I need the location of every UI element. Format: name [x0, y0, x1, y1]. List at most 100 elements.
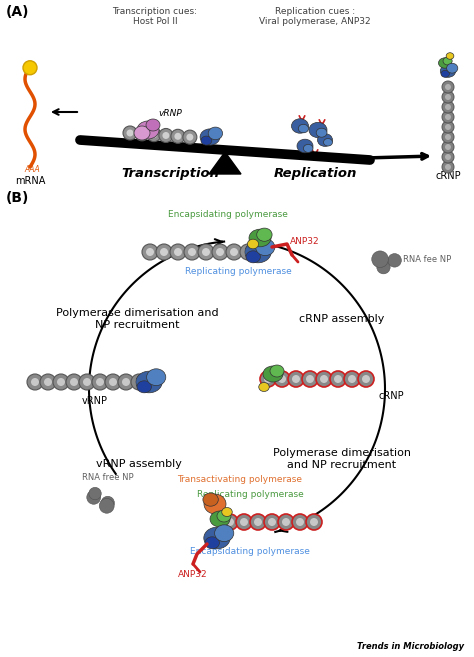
Text: Replication cues :
Viral polymerase, ANP32: Replication cues : Viral polymerase, ANP…	[259, 7, 371, 26]
Text: ANP32: ANP32	[178, 570, 208, 579]
Circle shape	[135, 378, 143, 386]
Ellipse shape	[246, 251, 260, 263]
Ellipse shape	[215, 525, 234, 541]
Ellipse shape	[137, 121, 159, 139]
Circle shape	[278, 375, 286, 383]
Circle shape	[445, 104, 451, 110]
Circle shape	[183, 130, 197, 144]
Ellipse shape	[259, 382, 269, 392]
Circle shape	[216, 248, 224, 256]
Circle shape	[53, 374, 69, 390]
Circle shape	[445, 124, 451, 130]
Circle shape	[445, 114, 451, 120]
Circle shape	[171, 129, 185, 143]
Circle shape	[100, 499, 114, 513]
Text: Transactivating polymerase: Transactivating polymerase	[177, 475, 302, 484]
Text: Polymerase dimerisation
and NP recruitment: Polymerase dimerisation and NP recruitme…	[273, 448, 411, 470]
Circle shape	[306, 375, 314, 383]
Text: vRNP: vRNP	[158, 109, 182, 118]
Ellipse shape	[137, 381, 151, 393]
Text: Trends in Microbiology: Trends in Microbiology	[357, 642, 464, 651]
Text: cRNP: cRNP	[435, 171, 461, 181]
Ellipse shape	[201, 136, 212, 145]
Ellipse shape	[247, 239, 259, 249]
Circle shape	[442, 91, 454, 103]
Ellipse shape	[316, 128, 327, 137]
Circle shape	[445, 94, 451, 100]
Circle shape	[442, 161, 454, 173]
Text: mRNA: mRNA	[15, 176, 45, 186]
Ellipse shape	[440, 64, 456, 78]
Circle shape	[442, 111, 454, 123]
Circle shape	[260, 371, 276, 387]
Circle shape	[264, 375, 272, 383]
Ellipse shape	[204, 494, 226, 514]
Ellipse shape	[204, 527, 230, 549]
Circle shape	[306, 514, 322, 530]
Circle shape	[230, 248, 238, 256]
Circle shape	[442, 151, 454, 163]
Circle shape	[358, 371, 374, 387]
Circle shape	[160, 248, 168, 256]
Circle shape	[44, 378, 52, 386]
Text: Encapsidating polymerase: Encapsidating polymerase	[190, 547, 310, 556]
Text: Transcription: Transcription	[121, 167, 219, 180]
Circle shape	[212, 244, 228, 260]
Text: RNA fee NP: RNA fee NP	[403, 254, 451, 263]
Ellipse shape	[210, 511, 230, 527]
Circle shape	[250, 514, 266, 530]
Circle shape	[174, 133, 182, 140]
Circle shape	[131, 374, 147, 390]
Ellipse shape	[270, 365, 284, 377]
Circle shape	[372, 251, 388, 267]
Circle shape	[170, 244, 186, 260]
Circle shape	[23, 60, 37, 75]
Circle shape	[66, 374, 82, 390]
Text: ANP32: ANP32	[290, 237, 319, 246]
Circle shape	[292, 375, 300, 383]
Ellipse shape	[438, 58, 452, 68]
Circle shape	[310, 518, 318, 526]
Circle shape	[96, 378, 104, 386]
Ellipse shape	[298, 124, 309, 133]
Circle shape	[159, 129, 173, 143]
Circle shape	[282, 518, 290, 526]
Circle shape	[442, 81, 454, 93]
Circle shape	[445, 84, 451, 90]
Text: cRNP assembly: cRNP assembly	[299, 314, 385, 324]
Circle shape	[147, 127, 161, 142]
Circle shape	[156, 244, 172, 260]
Circle shape	[240, 518, 248, 526]
Ellipse shape	[208, 127, 223, 140]
Text: Replicating polymerase: Replicating polymerase	[197, 490, 303, 499]
Circle shape	[278, 514, 294, 530]
Circle shape	[377, 260, 390, 274]
Circle shape	[198, 244, 214, 260]
Circle shape	[254, 518, 262, 526]
Circle shape	[184, 244, 200, 260]
Ellipse shape	[255, 238, 275, 256]
Text: AAA: AAA	[24, 165, 40, 174]
Text: Replicating polymerase: Replicating polymerase	[185, 267, 292, 276]
Circle shape	[288, 371, 304, 387]
Circle shape	[442, 121, 454, 133]
Ellipse shape	[200, 129, 220, 145]
Circle shape	[57, 378, 65, 386]
Circle shape	[320, 375, 328, 383]
Ellipse shape	[146, 119, 160, 131]
Circle shape	[442, 131, 454, 143]
Circle shape	[87, 490, 100, 504]
Circle shape	[118, 374, 134, 390]
Ellipse shape	[447, 63, 458, 73]
Ellipse shape	[263, 366, 283, 382]
Circle shape	[442, 101, 454, 113]
Ellipse shape	[292, 119, 309, 133]
Circle shape	[330, 371, 346, 387]
Text: RNA free NP: RNA free NP	[82, 472, 134, 482]
Ellipse shape	[309, 122, 327, 138]
Text: Polymerase dimerisation and
NP recruitment: Polymerase dimerisation and NP recruitme…	[55, 308, 219, 330]
Circle shape	[27, 374, 43, 390]
Circle shape	[445, 134, 451, 140]
Circle shape	[31, 378, 39, 386]
Circle shape	[240, 244, 256, 260]
